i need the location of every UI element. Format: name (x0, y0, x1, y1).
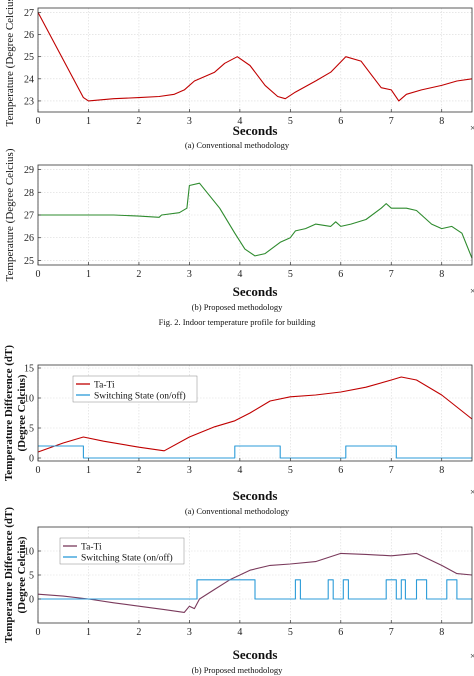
y-tick-label: 25 (24, 52, 34, 63)
plot-frame (37, 364, 473, 462)
x-tick-label: 8 (439, 269, 444, 280)
x-tick-label: 5 (288, 269, 293, 280)
y-axis-label: Temperature (Degree Celcius) (4, 0, 16, 127)
y-tick-label: 10 (24, 547, 34, 558)
chart-conventional-indoor-temperature: 0123456782324252627×10⁴SecondsTemperatur… (4, 0, 474, 138)
x-tick-label: 4 (237, 116, 242, 127)
x-tick-label: 7 (389, 465, 394, 476)
x-axis-multiplier: ×10⁴ (470, 124, 474, 134)
y-tick-label: 10 (24, 394, 34, 405)
x-axis-multiplier: ×10⁴ (470, 287, 474, 297)
x-tick-label: 2 (136, 465, 141, 476)
legend-entry: Switching State (on/off) (94, 391, 186, 402)
x-tick-label: 1 (86, 269, 91, 280)
x-tick-label: 6 (338, 465, 343, 476)
chart-proposed-temperature-difference: 0 1 2 3 4 5 6 7 8 0 5 10 ×10⁴ Seconds Temperature Diff… (3, 507, 474, 662)
x-tick-label: 0 (36, 116, 41, 127)
y-tick-label: 28 (24, 188, 34, 199)
caption-b-proposed: (b) Proposed methodology (192, 302, 283, 312)
x-tick-label: 8 (439, 627, 444, 638)
x-tick-label: 1 (86, 116, 91, 127)
legend-entry: Ta-Ti (81, 543, 102, 553)
legend-entry: Switching State (on/off) (81, 553, 173, 564)
x-axis-label: Seconds (233, 647, 278, 662)
x-tick-label: 0 (36, 269, 41, 280)
x-tick-label: 2 (136, 116, 141, 127)
x-tick-label: 5 (288, 465, 293, 476)
caption-a-conventional: (a) Conventional methodology (185, 140, 290, 150)
x-tick-label: 3 (187, 269, 192, 280)
x-tick-label: 6 (338, 269, 343, 280)
x-axis-label: Seconds (233, 284, 278, 299)
y-axis-label: Temperature (Degree Celcius) (4, 148, 16, 281)
y-axis-label-units: (Degree Celcius) (16, 374, 28, 451)
y-tick-label: 23 (24, 96, 34, 107)
y-tick-label: 26 (24, 30, 34, 41)
temperature-line (37, 12, 473, 102)
y-axis-label-units: (Degree Celcius) (16, 536, 28, 613)
y-tick-label: 29 (24, 165, 34, 176)
y-tick-label: 15 (24, 364, 34, 375)
x-tick-label: 5 (288, 116, 293, 127)
x-tick-label: 2 (136, 627, 141, 638)
x-tick-label: 0 (36, 465, 41, 476)
y-tick-label: 5 (29, 571, 34, 582)
x-tick-label: 0 (36, 627, 41, 638)
x-tick-label: 7 (389, 116, 394, 127)
x-tick-label: 4 (237, 269, 242, 280)
y-tick-label: 24 (24, 74, 34, 85)
y-tick-label: 25 (24, 256, 34, 267)
legend-box (72, 375, 198, 403)
x-tick-label: 5 (288, 627, 293, 638)
x-tick-label: 3 (187, 465, 192, 476)
x-tick-label: 6 (338, 116, 343, 127)
x-tick-label: 1 (86, 465, 91, 476)
y-tick-label: 0 (29, 454, 34, 465)
x-tick-label: 2 (136, 269, 141, 280)
x-tick-label: 3 (187, 116, 192, 127)
x-tick-label: 7 (389, 269, 394, 280)
plot-frame (37, 7, 473, 113)
x-tick-label: 6 (338, 627, 343, 638)
plot-area (38, 8, 472, 112)
x-tick-label: 7 (389, 627, 394, 638)
y-axis-label: Temperature Difference (dT) (3, 507, 15, 643)
temperature-line (37, 376, 473, 453)
x-tick-label: 8 (439, 465, 444, 476)
x-axis-multiplier: ×10⁴ (470, 488, 474, 498)
y-tick-label: 27 (24, 8, 34, 19)
caption-a-conventional-dt: (a) Conventional methodology (185, 506, 290, 516)
switching-state-line (38, 579, 472, 600)
x-axis-multiplier: ×10⁴ (470, 652, 474, 662)
y-tick-label: 27 (24, 211, 34, 222)
caption-b-proposed-dt: (b) Proposed methodology (192, 665, 283, 675)
y-tick-label: 5 (29, 424, 34, 435)
figure-2-caption: Fig. 2. Indoor temperature profile for b… (159, 317, 316, 327)
x-axis-label: Seconds (233, 488, 278, 503)
temperature-line (38, 182, 473, 259)
y-axis-label: Temperature Difference (dT) (3, 345, 15, 481)
legend-box (59, 537, 185, 565)
x-tick-label: 4 (237, 627, 242, 638)
legend-entry: Ta-Ti (94, 381, 115, 391)
y-tick-label: 0 (29, 595, 34, 606)
x-tick-label: 3 (187, 627, 192, 638)
switching-state-line (38, 445, 472, 459)
chart-conventional-temperature-difference: 0 1 2 3 4 5 6 7 8 0 5 10 15 ×10⁴ Seconds Temperature Di… (3, 345, 474, 503)
chart-proposed-indoor-temperature: 0 1 2 3 4 5 6 7 8 25 26 27 28 29 ×10⁴ Seconds Temperatur… (4, 148, 474, 299)
x-tick-label: 4 (237, 465, 242, 476)
x-tick-label: 8 (439, 116, 444, 127)
x-axis-label: Seconds (233, 123, 278, 138)
x-tick-label: 1 (86, 627, 91, 638)
y-tick-label: 26 (24, 233, 34, 244)
